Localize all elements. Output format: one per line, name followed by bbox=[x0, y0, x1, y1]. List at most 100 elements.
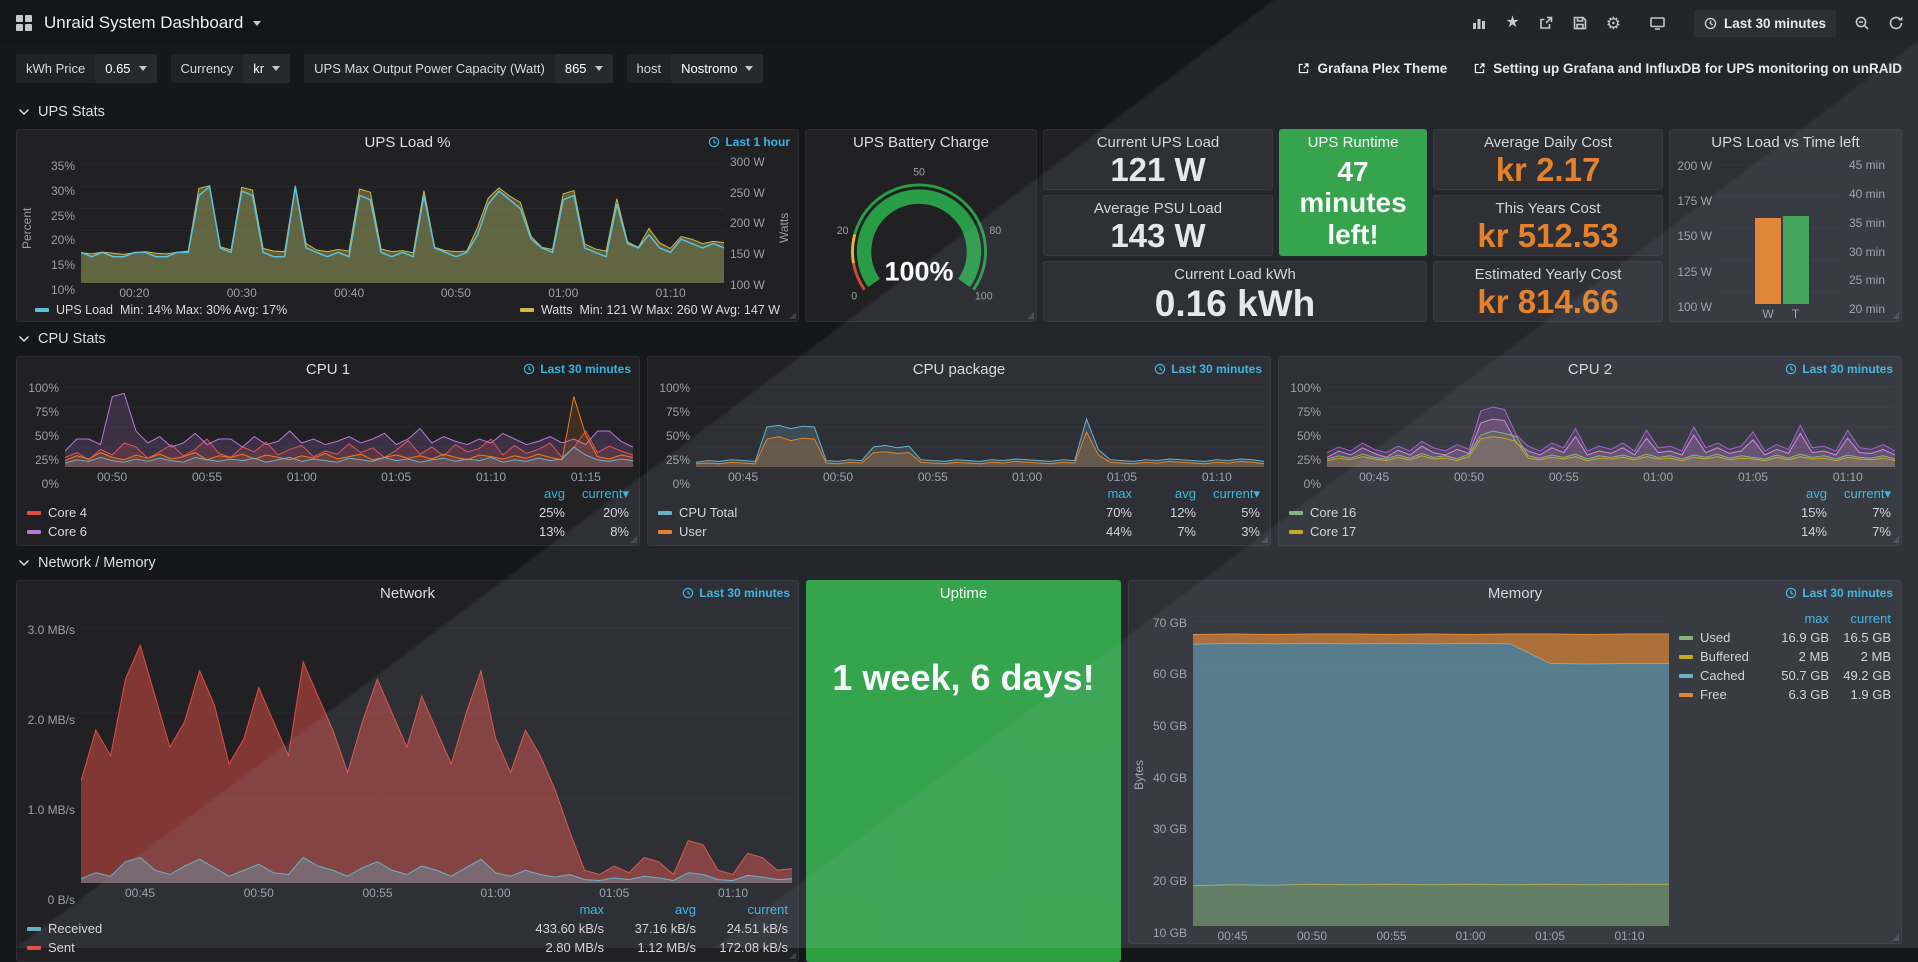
stat-title: UPS Runtime bbox=[1307, 134, 1399, 151]
navbar: Unraid System Dashboard ★ ⚙ Last 30 minu… bbox=[0, 0, 1918, 46]
panel-current-load-kwh[interactable]: Current Load kWh 0.16 kWh bbox=[1043, 261, 1427, 324]
row-header-ups-stats[interactable]: UPS Stats bbox=[18, 101, 1918, 123]
legend-series[interactable]: Received bbox=[27, 921, 512, 936]
stat-title: Current UPS Load bbox=[1096, 134, 1220, 151]
row-header-cpu-stats[interactable]: CPU Stats bbox=[18, 328, 1918, 350]
panel-title[interactable]: UPS Battery Charge bbox=[853, 133, 989, 151]
share-icon[interactable] bbox=[1538, 15, 1554, 31]
legend-column-header[interactable]: current▾ bbox=[1844, 485, 1891, 501]
axis-tick: 15% bbox=[50, 258, 75, 273]
clock-icon bbox=[709, 136, 720, 148]
panel-header[interactable]: CPU 1 Last 30 minutes bbox=[17, 357, 639, 381]
variable-value-dropdown[interactable]: Nostromo bbox=[671, 54, 764, 83]
panel-header[interactable]: Memory Last 30 minutes bbox=[1129, 581, 1901, 605]
legend-column-header[interactable]: avg bbox=[1806, 486, 1827, 501]
ups-load-chart[interactable]: Percent 35% 30% 25% 20% 15% 10% 00:20 00:30 00:40… bbox=[17, 154, 798, 300]
panel-ups-runtime[interactable]: UPS Runtime 47 minutes left! bbox=[1279, 129, 1427, 256]
legend-series[interactable]: Used bbox=[1679, 630, 1767, 645]
axis-tick: 01:00 bbox=[480, 886, 511, 900]
legend-series[interactable]: User bbox=[658, 524, 1068, 539]
variable-value-dropdown[interactable]: kr bbox=[243, 54, 291, 83]
link-grafana-plex-theme[interactable]: Grafana Plex Theme bbox=[1297, 61, 1447, 76]
legend-column-header[interactable]: current bbox=[747, 902, 788, 917]
legend-column-header[interactable]: max bbox=[579, 902, 604, 917]
cpu1-chart[interactable]: 100% 75% 50% 25% 0% 00:50 00:55 01:00 01:05 01:10… bbox=[17, 381, 639, 491]
add-panel-icon[interactable] bbox=[1471, 15, 1487, 31]
panel-title[interactable]: UPS Load % bbox=[364, 133, 451, 151]
panel-this-years-cost[interactable]: This Years Cost kr 512.53 bbox=[1433, 195, 1663, 256]
variable-label: Currency bbox=[170, 54, 244, 83]
memory-chart[interactable]: Bytes 70 GB 60 GB 50 GB 40 GB 30 GB 20 GB 10 GB… bbox=[1129, 605, 1901, 943]
ups-load-vs-time-chart[interactable]: 200 W 175 W 150 W 125 W 100 W W T 45 min 40 min 3… bbox=[1670, 154, 1901, 321]
variable-currency: Currency kr bbox=[170, 54, 291, 83]
star-icon[interactable]: ★ bbox=[1505, 14, 1520, 31]
dashboard-title[interactable]: Unraid System Dashboard bbox=[44, 13, 244, 32]
legend-column-header[interactable]: avg bbox=[675, 902, 696, 917]
cpu2-chart[interactable]: 100% 75% 50% 25% 0% 00:45 00:50 00:55 01:00 01:05… bbox=[1279, 381, 1901, 491]
panel-time-override: Last 30 minutes bbox=[1154, 362, 1262, 376]
dashboards-grid-icon[interactable] bbox=[14, 13, 34, 33]
legend-series[interactable]: CPU Total bbox=[658, 505, 1068, 520]
axis-tick: 00:50 bbox=[243, 886, 274, 900]
panel-title[interactable]: Memory bbox=[1487, 584, 1543, 602]
panel-header[interactable]: Network Last 30 minutes bbox=[17, 581, 798, 605]
legend-column-header[interactable]: avg bbox=[1175, 486, 1196, 501]
time-range-picker[interactable]: Last 30 minutes bbox=[1693, 9, 1836, 37]
cycle-view-icon[interactable] bbox=[1649, 15, 1666, 31]
bar-T bbox=[1782, 215, 1809, 304]
panel-header[interactable]: CPU 2 Last 30 minutes bbox=[1279, 357, 1901, 381]
panel-uptime[interactable]: Uptime 1 week, 6 days! bbox=[806, 580, 1121, 962]
link-grafana-influxdb-guide[interactable]: Setting up Grafana and InfluxDB for UPS … bbox=[1473, 61, 1902, 76]
panel-header[interactable]: CPU package Last 30 minutes bbox=[648, 357, 1270, 381]
legend-series[interactable]: Cached bbox=[1679, 668, 1767, 683]
panel-estimated-yearly-cost[interactable]: Estimated Yearly Cost kr 814.66 bbox=[1433, 261, 1663, 322]
caret-down-icon bbox=[594, 66, 603, 71]
panel-title[interactable]: UPS Load vs Time left bbox=[1711, 133, 1860, 151]
axis-tick: 00:20 bbox=[119, 286, 150, 300]
panel-title[interactable]: CPU 1 bbox=[305, 360, 351, 378]
stat-title: Estimated Yearly Cost bbox=[1474, 266, 1622, 283]
panel-title[interactable]: CPU 2 bbox=[1567, 360, 1613, 378]
network-chart[interactable]: 3.0 MB/s 2.0 MB/s 1.0 MB/s 0 B/s 00:45 00:50 0… bbox=[17, 605, 798, 907]
legend-column-header[interactable]: avg bbox=[544, 486, 565, 501]
variable-value-dropdown[interactable]: 865 bbox=[554, 54, 613, 83]
legend-column-header[interactable]: max bbox=[1804, 611, 1829, 626]
panel-header[interactable]: UPS Battery Charge bbox=[806, 130, 1036, 154]
panel-header[interactable]: UPS Load % Last 1 hour bbox=[17, 130, 798, 154]
axis-tick: 01:05 bbox=[1534, 929, 1566, 943]
axis-tick: 50% bbox=[34, 428, 59, 443]
save-icon[interactable] bbox=[1572, 15, 1588, 31]
cpu-package-chart[interactable]: 100% 75% 50% 25% 0% 00:45 00:50 00:55 01:00 01:05… bbox=[648, 381, 1270, 491]
panel-current-ups-load[interactable]: Current UPS Load 121 W bbox=[1043, 129, 1273, 190]
legend-series[interactable]: UPS Load Min: 14% Max: 30% Avg: 17% bbox=[35, 303, 287, 317]
panel-title[interactable]: CPU package bbox=[912, 360, 1006, 378]
search-icon[interactable] bbox=[1854, 15, 1870, 31]
panel-title[interactable]: Network bbox=[379, 584, 435, 602]
variable-value-dropdown[interactable]: 0.65 bbox=[95, 54, 157, 83]
legend-series[interactable]: Watts Min: 121 W Max: 260 W Avg: 147 W bbox=[519, 303, 780, 317]
axis-tick: 00:45 bbox=[124, 886, 156, 900]
panel-average-daily-cost[interactable]: Average Daily Cost kr 2.17 bbox=[1433, 129, 1663, 190]
legend-column-header[interactable]: current bbox=[1850, 611, 1891, 626]
legend-row: Cached 50.7 GB 49.2 GB bbox=[1679, 666, 1891, 685]
legend-series[interactable]: Core 6 bbox=[27, 524, 501, 539]
axis-tick: 00:55 bbox=[1376, 929, 1407, 943]
legend-column-header[interactable]: max bbox=[1107, 486, 1132, 501]
legend-row: User 44% 7% 3% bbox=[658, 522, 1260, 541]
legend-series[interactable]: Buffered bbox=[1679, 649, 1767, 664]
row-header-network-memory[interactable]: Network / Memory bbox=[18, 552, 1918, 574]
legend-column-header[interactable]: current▾ bbox=[582, 485, 629, 501]
legend-column-header[interactable]: current▾ bbox=[1213, 485, 1260, 501]
stat-value: kr 2.17 bbox=[1495, 150, 1601, 188]
axis-tick: 00:50 bbox=[440, 286, 471, 300]
panel-header[interactable]: UPS Load vs Time left bbox=[1670, 130, 1901, 154]
refresh-icon[interactable] bbox=[1888, 15, 1904, 31]
legend-series[interactable]: Free bbox=[1679, 687, 1767, 702]
legend-series[interactable]: Core 4 bbox=[27, 505, 501, 520]
panel-average-psu-load[interactable]: Average PSU Load 143 W bbox=[1043, 195, 1273, 256]
battery-gauge[interactable]: 0 20 50 80 100 100% bbox=[806, 154, 1036, 321]
legend-row: Free 6.3 GB 1.9 GB bbox=[1679, 685, 1891, 704]
legend-series[interactable]: Core 16 bbox=[1289, 505, 1763, 520]
settings-gear-icon[interactable]: ⚙ bbox=[1605, 13, 1621, 33]
legend-series[interactable]: Core 17 bbox=[1289, 524, 1763, 539]
